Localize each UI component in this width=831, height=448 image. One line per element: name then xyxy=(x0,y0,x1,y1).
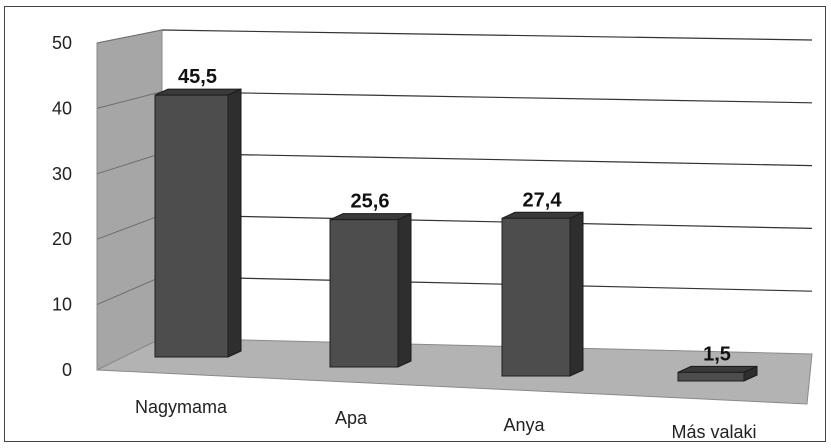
category-label: Apa xyxy=(335,408,368,428)
wall-gridline xyxy=(96,91,163,109)
bar-side xyxy=(569,211,584,377)
y-tick-label: 30 xyxy=(52,164,72,184)
bar-top xyxy=(501,211,584,219)
y-tick-label: 0 xyxy=(62,360,72,380)
chart-side-wall xyxy=(96,29,163,371)
gridline xyxy=(161,275,813,292)
y-tick-label: 20 xyxy=(52,229,72,249)
gridline xyxy=(161,152,813,167)
wall-gridline xyxy=(96,29,163,44)
category-label: Anya xyxy=(503,415,545,435)
wall-gridline xyxy=(96,152,163,175)
bar-top xyxy=(677,365,758,373)
gridline xyxy=(161,91,813,104)
bar xyxy=(501,217,571,377)
category-label: Más valaki xyxy=(671,422,756,442)
wall-gridline xyxy=(96,214,163,240)
gridline xyxy=(161,29,813,41)
bar xyxy=(677,371,745,382)
bar-side xyxy=(227,88,242,358)
y-tick-label: 10 xyxy=(52,295,72,315)
data-label: 25,6 xyxy=(351,191,390,213)
bar xyxy=(154,94,229,358)
bar-top xyxy=(154,88,242,96)
data-label: 45,5 xyxy=(178,66,217,88)
gridline xyxy=(161,214,813,229)
data-label: 1,5 xyxy=(703,343,731,365)
bar-top xyxy=(329,213,412,221)
bar xyxy=(329,219,399,368)
bar-side xyxy=(397,212,412,368)
data-label: 27,4 xyxy=(523,189,563,211)
y-tick-label: 40 xyxy=(52,98,72,118)
wall-gridline xyxy=(96,275,163,306)
chart-floor xyxy=(96,337,813,405)
category-label: Nagymama xyxy=(135,397,228,417)
y-tick-label: 50 xyxy=(52,33,72,53)
